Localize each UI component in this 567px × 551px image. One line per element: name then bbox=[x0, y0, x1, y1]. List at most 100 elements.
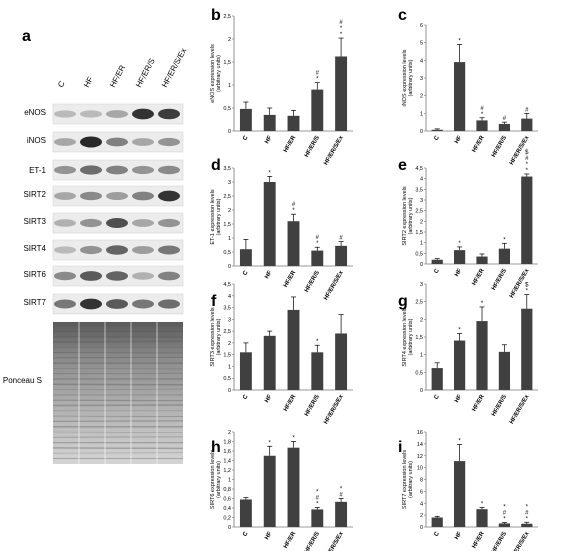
significance-marker: # bbox=[339, 20, 343, 26]
significance-marker: * bbox=[458, 38, 461, 44]
y-tick-label: 1 bbox=[228, 83, 231, 89]
blot-row-4 bbox=[52, 212, 184, 234]
bar-g-2 bbox=[476, 321, 488, 390]
bar-i-2 bbox=[476, 509, 488, 527]
blot-band bbox=[54, 219, 76, 227]
y-tick-label: 6 bbox=[420, 23, 423, 29]
x-tick-label: HF/ER bbox=[472, 134, 487, 153]
significance-marker: * bbox=[340, 26, 343, 32]
x-tick-label: C bbox=[434, 530, 442, 537]
significance-marker: # bbox=[480, 106, 484, 112]
blot-band bbox=[80, 298, 102, 310]
blot-label-et1: ET-1 bbox=[29, 166, 46, 175]
significance-marker: # bbox=[503, 116, 507, 122]
y-tick-label: 1,2 bbox=[223, 468, 231, 474]
significance-marker: * bbox=[526, 504, 529, 510]
blot-band bbox=[132, 299, 154, 309]
significance-marker: * bbox=[526, 516, 529, 522]
significance-marker: * bbox=[316, 502, 319, 508]
y-axis-label: SIRT4 expression levels bbox=[402, 307, 408, 366]
y-tick-label: 0 bbox=[420, 388, 423, 394]
bar-i-4 bbox=[521, 523, 533, 527]
bar-c-4 bbox=[521, 118, 533, 131]
y-tick-label: 2 bbox=[228, 430, 231, 436]
x-tick-label: HF/ER/S bbox=[304, 135, 321, 159]
y-tick-label: 0 bbox=[420, 525, 423, 531]
y-tick-label: 2,5 bbox=[415, 209, 423, 215]
blot-band bbox=[54, 138, 76, 146]
bar-i-3 bbox=[498, 523, 510, 527]
x-tick-label: HF bbox=[454, 268, 463, 278]
y-axis-label: (arbitrary units) bbox=[216, 55, 222, 92]
blot-label-sirt3: SIRT3 bbox=[23, 217, 46, 226]
significance-marker: # bbox=[316, 71, 320, 77]
y-tick-label: 3 bbox=[420, 198, 423, 204]
bar-g-3 bbox=[498, 351, 510, 390]
y-tick-label: 2,5 bbox=[223, 14, 231, 20]
y-tick-label: 2,5 bbox=[223, 194, 231, 200]
significance-marker: # bbox=[525, 510, 529, 516]
x-tick-label: HF/ER/S bbox=[304, 531, 321, 551]
panel-letter-h: h bbox=[211, 439, 221, 456]
significance-marker: * bbox=[316, 339, 319, 345]
blot-label-sirt4: SIRT4 bbox=[23, 244, 46, 253]
y-tick-label: 10 bbox=[417, 466, 423, 472]
y-tick-label: 1 bbox=[228, 478, 231, 484]
chart-i: i 0 2 4 6 8 10 12 14 16 SIRT7 expression levels (ar… bbox=[398, 430, 538, 551]
bar-b-1 bbox=[263, 114, 276, 131]
blot-label-sirt7: SIRT7 bbox=[23, 298, 46, 307]
blot-label-inos: iNOS bbox=[26, 136, 46, 145]
blot-band bbox=[132, 219, 154, 227]
y-tick-label: 1 bbox=[420, 241, 423, 247]
y-tick-label: 8 bbox=[420, 478, 423, 484]
y-tick-label: 4,5 bbox=[223, 282, 231, 288]
y-tick-label: 3 bbox=[228, 180, 231, 186]
y-tick-label: 1 bbox=[420, 353, 423, 359]
x-tick-label: C bbox=[242, 269, 250, 276]
significance-marker: * bbox=[503, 505, 506, 511]
x-tick-label: HF/ER/S bbox=[491, 394, 508, 418]
blot-band bbox=[80, 110, 102, 118]
blot-band bbox=[158, 165, 180, 175]
blot-band bbox=[106, 299, 128, 309]
y-axis-label: (arbitrary units) bbox=[408, 318, 414, 355]
bar-h-1 bbox=[263, 455, 276, 527]
bar-i-0 bbox=[431, 517, 443, 527]
x-tick-label: HF bbox=[264, 531, 273, 541]
x-tick-label: HF/ER/S bbox=[304, 270, 321, 294]
y-axis-label: (arbitrary units) bbox=[408, 461, 414, 498]
blot-band bbox=[132, 165, 154, 175]
x-tick-label: HF/ER bbox=[283, 393, 298, 412]
bar-b-3 bbox=[311, 89, 324, 131]
bar-g-1 bbox=[454, 340, 466, 390]
blot-band bbox=[106, 218, 128, 228]
blot-label-enos: eNOS bbox=[24, 108, 46, 117]
blot-band bbox=[54, 299, 76, 309]
y-axis-label: (arbitrary units) bbox=[216, 318, 222, 355]
significance-marker: * bbox=[481, 301, 484, 307]
x-tick-label: HF bbox=[454, 135, 463, 145]
blot-band bbox=[80, 191, 102, 201]
blot-band bbox=[54, 192, 76, 200]
bar-g-0 bbox=[431, 368, 443, 390]
blot-band bbox=[158, 218, 180, 228]
panel-letter-b: b bbox=[211, 7, 221, 24]
x-tick-label: HF/ER/S/Ex bbox=[323, 269, 345, 301]
y-tick-label: 2,5 bbox=[223, 329, 231, 335]
panel-letter-g: g bbox=[398, 293, 408, 310]
y-tick-label: 2 bbox=[420, 94, 423, 100]
y-axis-label: SIRT6 expression levels bbox=[210, 450, 216, 509]
panel-letter-c: c bbox=[398, 7, 407, 24]
blot-band bbox=[54, 246, 76, 254]
x-tick-label: C bbox=[434, 134, 442, 141]
y-tick-label: 1,5 bbox=[415, 230, 423, 236]
bar-g-4 bbox=[521, 308, 533, 390]
y-tick-label: 1 bbox=[228, 364, 231, 370]
chart-h: h 0 0,2 0,4 0,6 0,8 1 1,2 1,4 1,6 1,8 2 SIRT6 expres… bbox=[210, 430, 353, 551]
y-tick-label: 4 bbox=[420, 177, 423, 183]
blot-band bbox=[106, 165, 128, 175]
blot-band bbox=[80, 165, 102, 175]
significance-marker: * bbox=[269, 440, 272, 446]
